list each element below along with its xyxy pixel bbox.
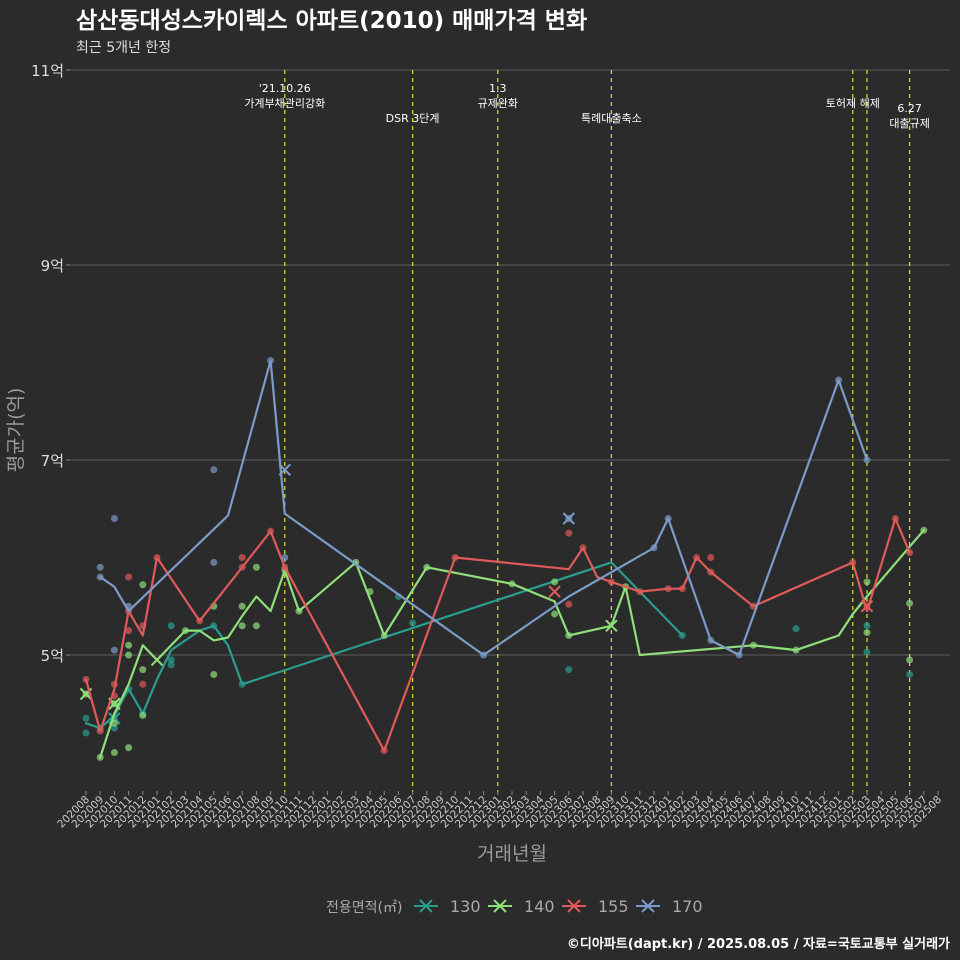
legend-label: 140: [524, 897, 555, 916]
data-point: [125, 744, 133, 752]
data-point: [139, 711, 147, 719]
source-caption: ©디아파트(dapt.kr) / 2025.08.05 / 자료=국토교통부 실…: [567, 936, 950, 952]
legend-title: 전용면적(㎡): [326, 900, 402, 916]
cross-marker: [150, 653, 164, 667]
data-point: [110, 515, 118, 522]
legend-key-marker: [567, 899, 581, 913]
data-point: [863, 629, 871, 637]
data-point: [125, 641, 133, 649]
event-label: 가계부채관리강화: [244, 97, 325, 110]
cross-marker: [562, 512, 576, 525]
data-point: [139, 666, 147, 674]
event-label: 특례대출축소: [581, 112, 642, 125]
data-point: [210, 466, 218, 474]
event-label: 규제완화: [478, 97, 518, 110]
y-tick-label: 7억: [41, 452, 64, 470]
series-line: [99, 359, 869, 657]
legend-label: 170: [672, 897, 703, 916]
legend-label: 130: [450, 897, 481, 916]
data-point: [125, 651, 133, 659]
series-line: [84, 517, 911, 752]
data-point: [125, 627, 133, 635]
y-tick-label: 9억: [41, 257, 64, 275]
chart-title: 삼산동대성스카이렉스 아파트(2010) 매매가격 변화: [76, 8, 587, 34]
data-point: [906, 656, 914, 664]
data-point: [210, 671, 218, 678]
data-point: [238, 602, 246, 610]
event-label: '21.10.26: [259, 82, 311, 95]
data-point: [167, 622, 175, 630]
data-point: [252, 563, 260, 571]
data-series: [79, 357, 928, 761]
data-point: [409, 619, 417, 627]
y-axis-ticks: 5억 7억 9억 11억: [31, 62, 70, 665]
y-axis-label: 평균가(억): [5, 388, 27, 473]
data-point: [110, 724, 118, 732]
cross-marker: [605, 619, 618, 632]
data-point: [110, 646, 118, 654]
data-point: [139, 680, 147, 688]
data-point: [863, 578, 871, 586]
data-point: [863, 622, 871, 630]
data-point: [707, 554, 715, 561]
data-point: [565, 666, 573, 674]
data-point: [551, 578, 559, 586]
cross-marker: [278, 463, 292, 476]
cross-marker: [548, 585, 561, 598]
data-point: [565, 529, 573, 537]
data-point: [125, 573, 133, 581]
series-line: [99, 529, 925, 759]
legend-key-marker: [641, 899, 655, 913]
event-label: 대출규제: [889, 117, 929, 130]
data-point: [96, 563, 104, 571]
data-point: [167, 661, 175, 669]
data-point: [167, 656, 175, 664]
event-label: DSR 3단계: [386, 112, 440, 125]
data-point: [281, 554, 289, 561]
data-point: [110, 749, 118, 756]
y-tick-label: 5억: [41, 647, 64, 665]
y-tick-label: 11억: [31, 62, 64, 80]
x-axis-label: 거래년월: [477, 843, 547, 865]
chart-subtitle: 최근 5개년 한정: [76, 40, 171, 56]
data-point: [82, 729, 90, 737]
event-label: 6.27: [897, 102, 922, 115]
series-170: [96, 357, 871, 659]
data-point: [238, 554, 246, 561]
data-point: [252, 622, 260, 630]
data-point: [906, 671, 914, 678]
event-label: 토허제 해제: [826, 96, 880, 110]
cross-marker: [860, 600, 874, 613]
series-155: [82, 515, 914, 755]
data-point: [792, 625, 800, 633]
legend-key-marker: [419, 899, 433, 913]
legend: 전용면적(㎡) 130 140 155 170: [326, 897, 703, 916]
event-label: 1.3: [489, 82, 507, 95]
data-point: [82, 714, 90, 722]
data-point: [139, 581, 147, 589]
legend-label: 155: [598, 897, 629, 916]
data-point: [238, 622, 246, 630]
legend-key-marker: [493, 899, 507, 913]
data-point: [565, 600, 573, 608]
data-point: [906, 599, 914, 607]
data-point: [551, 610, 559, 618]
data-point: [863, 648, 871, 656]
data-point: [210, 558, 218, 566]
grid-lines: [70, 69, 950, 656]
